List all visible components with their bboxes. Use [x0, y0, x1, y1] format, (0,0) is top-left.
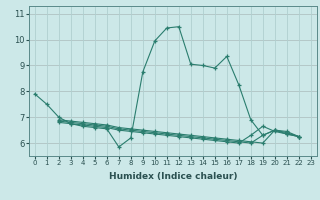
X-axis label: Humidex (Indice chaleur): Humidex (Indice chaleur) [108, 172, 237, 181]
